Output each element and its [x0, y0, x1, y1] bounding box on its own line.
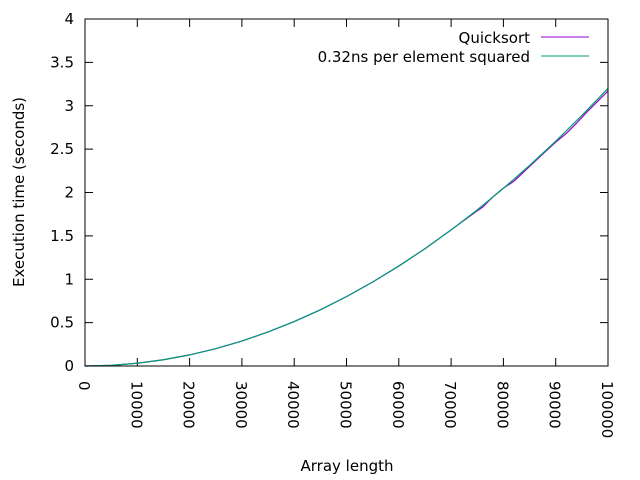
x-tick-label: 20000: [180, 381, 198, 429]
x-tick-label: 10000: [127, 381, 145, 429]
y-tick-label: 1.5: [50, 227, 74, 245]
y-tick-label: 0.5: [50, 314, 74, 332]
y-tick-label: 2: [64, 184, 74, 202]
x-tick-label: 80000: [493, 381, 511, 429]
y-tick-label: 3: [64, 97, 74, 115]
y-tick-label: 0: [64, 357, 74, 375]
series-line-0: [84, 90, 609, 367]
legend: Quicksort 0.32ns per element squared: [318, 29, 589, 66]
y-tick-label: 3.5: [50, 53, 74, 71]
x-tick-label: 100000: [598, 381, 616, 438]
x-axis-title: Array length: [301, 457, 394, 475]
legend-label-quicksort: Quicksort: [459, 29, 531, 47]
ticks-layer: 0 0.5 1 1.5 2 2.5 3 3.5 4 0 10000 20000 30000 40000 50…: [50, 10, 616, 438]
x-tick-label: 50000: [337, 381, 355, 429]
legend-label-fit: 0.32ns per element squared: [318, 48, 530, 66]
plot-frame: [84, 18, 609, 367]
x-tick-label: 70000: [441, 381, 459, 429]
x-tick-label: 30000: [232, 381, 250, 429]
x-tick-label: 60000: [389, 381, 407, 429]
series-layer: [84, 87, 609, 367]
y-tick-label: 4: [64, 10, 74, 28]
y-tick-label: 2.5: [50, 140, 74, 158]
y-axis-title: Execution time (seconds): [10, 97, 28, 287]
x-tick-label: 90000: [546, 381, 564, 429]
y-tick-label: 1: [64, 270, 74, 288]
x-tick-label: 40000: [284, 381, 302, 429]
series-line-1: [84, 87, 609, 367]
x-tick-label: 0: [75, 381, 93, 391]
